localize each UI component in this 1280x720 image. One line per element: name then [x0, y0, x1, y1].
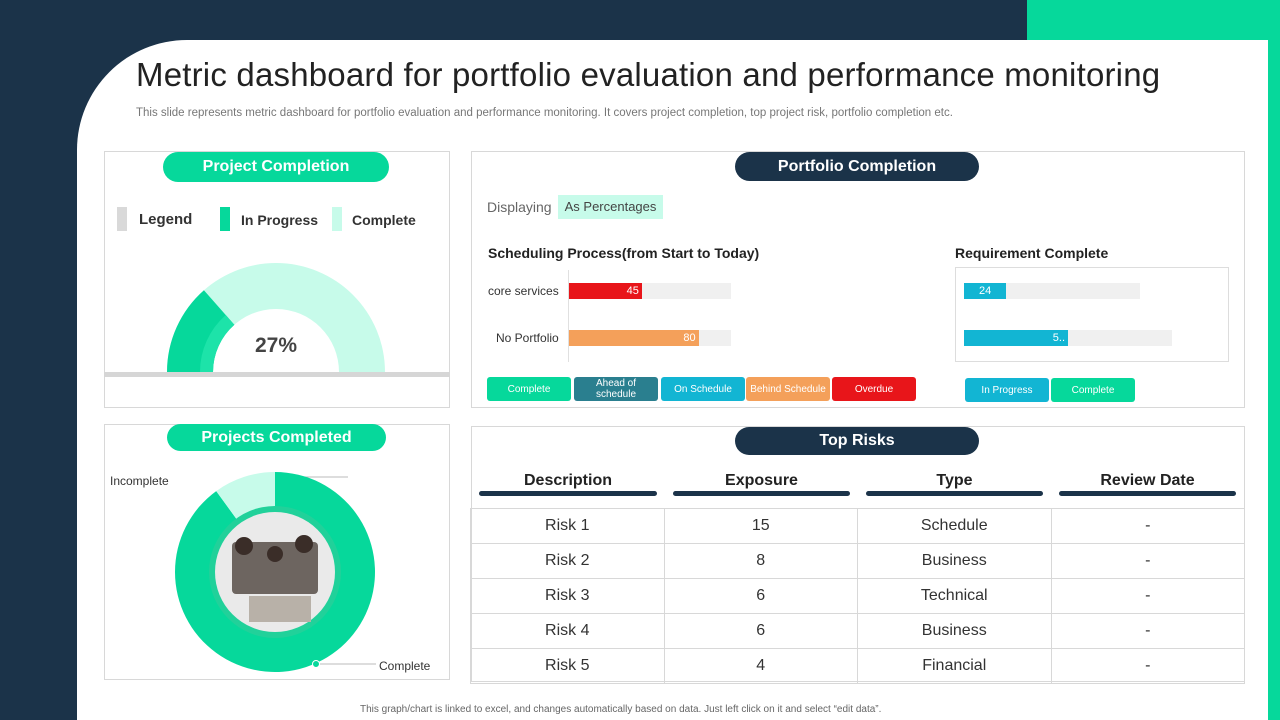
status-on-schedule-button[interactable]: On Schedule	[661, 377, 745, 401]
col-underline-3	[866, 491, 1043, 496]
risk-review-date: -	[1050, 543, 1246, 579]
risk-type: Business	[856, 613, 1052, 649]
portfolio-completion-title: Portfolio Completion	[735, 152, 979, 181]
project-completion-title: Project Completion	[163, 152, 389, 182]
requirement-bar-1[interactable]: 24	[964, 283, 1007, 299]
table-row: Risk 2 8 Business -	[470, 543, 1246, 579]
gauge-in-progress-arc	[167, 290, 235, 372]
status-overdue-button[interactable]: Overdue	[832, 377, 916, 401]
col-header-exposure: Exposure	[725, 472, 798, 489]
legend-item-in-progress: In Progress	[241, 212, 319, 228]
col-header-description: Description	[523, 472, 612, 489]
complete-label: Complete	[379, 659, 431, 673]
risk-review-date: -	[1050, 578, 1246, 614]
status-ahead-button[interactable]: Ahead of schedule	[574, 377, 658, 401]
table-row: Risk 4 6 Business -	[470, 613, 1246, 649]
col-underline-4	[1059, 491, 1236, 496]
projects-completed-title: Projects Completed	[167, 424, 386, 451]
portfolio-completion-panel	[471, 151, 1245, 408]
risk-type: Technical	[856, 578, 1052, 614]
gauge-complete-arc	[167, 263, 385, 372]
gauge-in-progress-inner-arc	[200, 314, 235, 372]
legend-swatch-legend	[117, 207, 127, 231]
top-risks-table: Risk 1 15 Schedule - Risk 2 8 Business -…	[470, 508, 1246, 684]
col-underline-2	[673, 491, 850, 496]
scheduling-axis	[568, 270, 569, 362]
requirement-title: Requirement Complete	[955, 245, 1109, 261]
donut-complete-segment	[175, 472, 375, 672]
col-underline-1	[479, 491, 657, 496]
risk-description: Risk 4	[470, 613, 665, 649]
project-completion-gauge	[104, 263, 450, 377]
requirement-track-1	[964, 283, 1140, 299]
risk-exposure: 8	[663, 543, 858, 579]
risk-review-date: -	[1050, 508, 1246, 544]
risk-description: Risk 3	[470, 578, 665, 614]
risk-review-date: -	[1050, 648, 1246, 684]
incomplete-label: Incomplete	[110, 474, 169, 488]
legend-swatch-in-progress	[220, 207, 230, 231]
col-header-type: Type	[936, 472, 973, 489]
displaying-label: Displaying	[487, 199, 552, 215]
risk-exposure: 6	[663, 578, 858, 614]
risk-description: Risk 1	[470, 508, 665, 544]
risk-description: Risk 2	[470, 543, 665, 579]
risk-type: Schedule	[856, 508, 1052, 544]
gauge-baseline	[104, 372, 450, 377]
table-row: Risk 3 6 Technical -	[470, 578, 1246, 614]
risk-exposure: 15	[663, 508, 858, 544]
legend-swatch-complete	[332, 207, 342, 231]
top-risks-title: Top Risks	[735, 427, 979, 455]
col-header-review-date: Review Date	[1100, 472, 1195, 489]
gauge-percent-label: 27%	[254, 334, 298, 357]
risk-review-date: -	[1050, 613, 1246, 649]
page-subtitle: This slide represents metric dashboard f…	[136, 107, 953, 119]
requirement-bar-2[interactable]: 5..	[964, 330, 1068, 346]
status-complete-button[interactable]: Complete	[487, 377, 571, 401]
table-row: Risk 5 4 Financial -	[470, 648, 1246, 684]
table-row: Risk 1 15 Schedule -	[470, 508, 1246, 544]
accent-block-top	[1027, 0, 1280, 40]
displaying-mode-badge[interactable]: As Percentages	[558, 195, 663, 219]
legend-title: Legend	[139, 211, 193, 228]
legend-item-complete: Complete	[352, 212, 416, 228]
status-behind-button[interactable]: Behind Schedule	[746, 377, 830, 401]
projects-completed-donut	[175, 472, 376, 672]
risk-type: Financial	[856, 648, 1052, 684]
accent-bar-right	[1268, 0, 1280, 720]
requirement-chart-frame	[955, 267, 1229, 362]
scheduling-bar-no-portfolio[interactable]: 80	[569, 330, 699, 346]
page-title: Metric dashboard for portfolio evaluatio…	[136, 56, 1161, 93]
scheduling-title: Scheduling Process(from Start to Today)	[488, 245, 760, 261]
status-in-progress-button[interactable]: In Progress	[965, 378, 1049, 402]
scheduling-row-label-2: No Portfolio	[496, 331, 559, 345]
risk-type: Business	[856, 543, 1052, 579]
scheduling-bar-core-services[interactable]: 45	[569, 283, 642, 299]
risk-exposure: 6	[663, 613, 858, 649]
risk-exposure: 4	[663, 648, 858, 684]
footer-note: This graph/chart is linked to excel, and…	[360, 704, 882, 715]
scheduling-row-label-1: core services	[488, 284, 559, 298]
status-req-complete-button[interactable]: Complete	[1051, 378, 1135, 402]
team-photo-icon	[232, 542, 318, 594]
risk-description: Risk 5	[470, 648, 665, 684]
